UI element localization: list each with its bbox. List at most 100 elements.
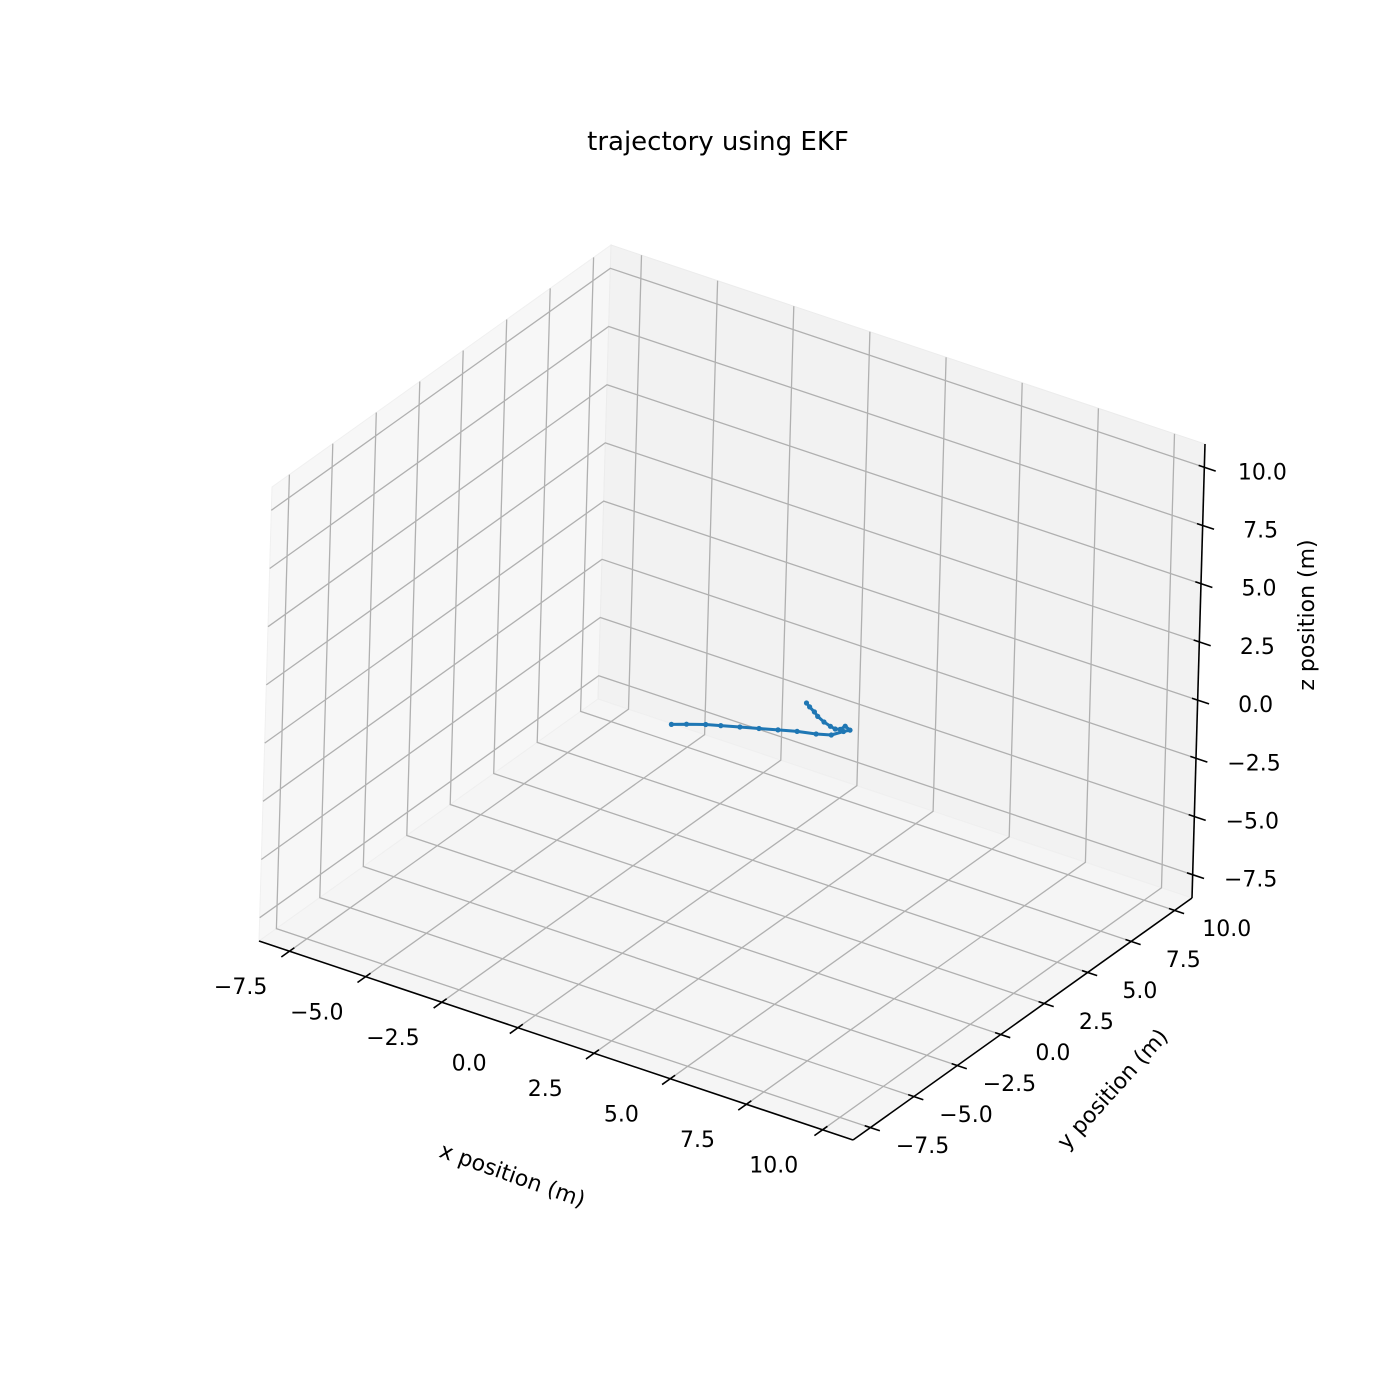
y-tick [994,1031,1011,1039]
z-tick-label: 7.5 [1243,518,1278,543]
z-tick [1190,755,1208,763]
x-tick [813,1125,828,1137]
series-point [803,700,810,706]
series-point [756,725,762,732]
series-point [837,726,843,733]
gridline-y [319,443,915,1098]
x-tick [357,972,371,984]
series-point [703,721,709,728]
z-axis-label: z position (m) [1295,539,1320,690]
z-tick [1188,813,1206,822]
gridline-y [406,381,1002,1036]
y-tick-label: 2.5 [1079,1010,1114,1035]
x-tick-label: −7.5 [214,975,267,1000]
series-layer [668,700,853,738]
gridline-z [267,383,1202,628]
y-tick-label: 10.0 [1202,917,1251,942]
x-tick [585,1049,600,1060]
y-tick [1038,1000,1054,1008]
x-tick-label: 2.5 [528,1077,563,1102]
gridline-y [449,350,1045,1005]
gridline-x [365,280,719,978]
gridline-z [270,267,1205,511]
z-tick-label: 5.0 [1242,577,1277,602]
z-tick-label: −7.5 [1224,868,1277,893]
x-tick-label: −5.0 [290,1001,343,1026]
y-tick [907,1093,924,1101]
z-tick-label: −2.5 [1227,751,1280,776]
z-tick [1195,581,1213,589]
series-point [807,704,813,710]
x-tick [737,1100,752,1111]
gridline-y [493,319,1088,974]
series-point [683,721,690,727]
gridline-y [536,288,1132,943]
x-tick-label: 10.0 [749,1154,798,1179]
x-tick [280,947,295,958]
x-tick-label: −2.5 [366,1026,419,1051]
y-tick [1125,938,1141,946]
gridline-z [262,558,1197,802]
z-tick [1198,464,1216,472]
y-tick-label: 5.0 [1122,979,1157,1004]
y-axis-line [852,897,1193,1141]
series-point [827,723,834,729]
z-tick-label: 0.0 [1238,693,1273,718]
z-tick [1186,872,1205,880]
series-point [847,727,853,733]
y-tick [1168,907,1185,915]
z-axis-line [1191,443,1206,899]
y-tick-label: 7.5 [1166,948,1201,973]
z-tick [1193,639,1211,647]
series-point [813,731,819,737]
gridline-z [259,674,1193,919]
y-tick-label: 0.0 [1035,1041,1070,1066]
series-point [718,723,724,729]
x-axis-label: x position (m) [436,1139,588,1214]
x-tick-label: 7.5 [680,1128,715,1153]
grid-lines [259,255,1205,1131]
series-point [811,709,818,715]
y-tick [951,1062,968,1070]
gridline-x [669,382,1023,1080]
gridline-y [579,257,1175,912]
gridline-z [269,325,1203,570]
z-tick [1191,697,1210,705]
series-point [832,726,838,732]
series-point [737,724,743,730]
gridline-x [289,255,643,952]
gridline-x [593,357,947,1054]
x-tick-label: 5.0 [604,1103,639,1128]
gridline-x [822,433,1176,1131]
axis-panes [257,244,1206,1141]
y-tick [864,1124,881,1132]
series-point [821,719,827,725]
gridline-x [441,306,795,1003]
gridline-z [260,616,1195,861]
axis-lines [258,443,1206,1141]
x-tick-label: 0.0 [452,1052,487,1077]
series-point [775,727,781,733]
x-tick [433,998,448,1009]
y-tick-label: −2.5 [983,1072,1036,1097]
gridline-x [746,408,1100,1105]
gridline-z [265,442,1200,686]
z-tick-label: 10.0 [1238,460,1287,485]
series-point [828,732,834,738]
series-point [794,728,800,735]
gridline-z [264,500,1198,744]
z-tick-label: 2.5 [1240,635,1275,660]
x-tick [509,1023,524,1035]
gridline-y [362,412,958,1067]
z-tick [1196,522,1215,531]
y-tick [1081,969,1098,977]
x-tick [661,1074,676,1086]
chart-title: trajectory using EKF [587,127,849,157]
series-point [668,721,675,728]
y-tick-label: −5.0 [939,1103,992,1128]
x-axis-line [258,940,854,1141]
gridline-x [517,331,871,1029]
axis-ticks: −7.5 −7.5 −7.5 −5.0 −5.0 −5.0 −2.5 −2.5 −2.5 0.0 0… [214,460,1287,1178]
y-tick-label: −7.5 [896,1134,949,1159]
